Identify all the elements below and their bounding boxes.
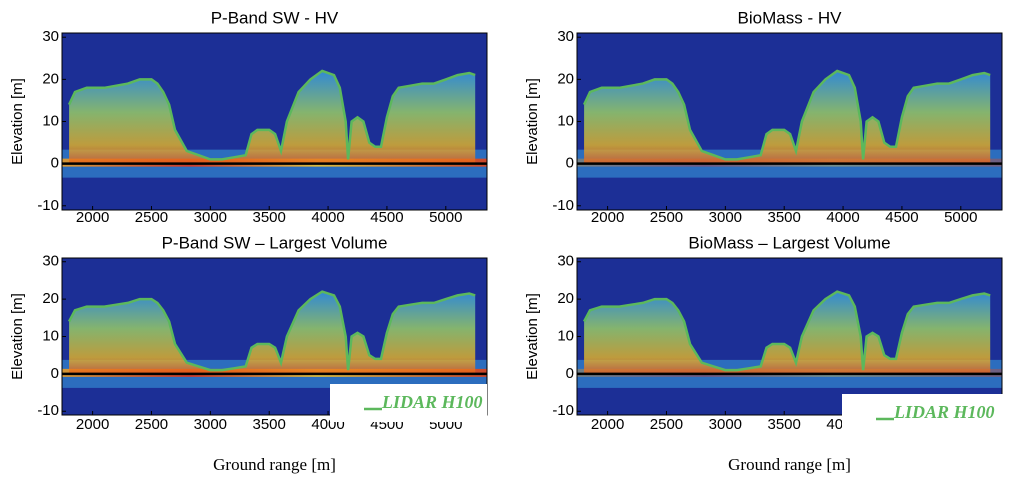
y-axis-label: Elevation [m] bbox=[524, 78, 541, 165]
x-tick-label: 4000 bbox=[311, 209, 344, 226]
y-tick-label: -10 bbox=[37, 197, 59, 214]
x-tick-label: 3000 bbox=[194, 416, 227, 433]
chart-title: P-Band SW - HV bbox=[211, 8, 339, 27]
lidar-line bbox=[67, 290, 476, 372]
y-tick-label: 20 bbox=[557, 70, 574, 87]
x-tick-label: 3000 bbox=[709, 416, 742, 433]
legend-box bbox=[330, 384, 487, 422]
canopy-heat bbox=[584, 291, 991, 374]
y-tick-label: 10 bbox=[42, 112, 59, 129]
lidar-line bbox=[67, 69, 476, 161]
x-tick-label: 2000 bbox=[76, 416, 109, 433]
legend-box bbox=[842, 394, 1018, 432]
x-axis-label: Ground range [m] bbox=[213, 455, 336, 474]
x-tick-label: 2500 bbox=[650, 416, 683, 433]
x-tick-label: 3500 bbox=[768, 209, 801, 226]
x-tick-label: 5000 bbox=[944, 209, 977, 226]
y-tick-label: 20 bbox=[42, 290, 59, 307]
x-tick-label: 5000 bbox=[429, 209, 462, 226]
x-tick-label: 4500 bbox=[370, 209, 403, 226]
plot-area bbox=[62, 290, 487, 388]
y-axis-label: Elevation [m] bbox=[9, 293, 26, 380]
chart-title: P-Band SW – Largest Volume bbox=[162, 233, 388, 252]
y-axis-label: Elevation [m] bbox=[524, 293, 541, 380]
x-tick-label: 2000 bbox=[76, 209, 109, 226]
y-tick-label: 30 bbox=[557, 253, 574, 270]
x-tick-label: 3000 bbox=[194, 209, 227, 226]
y-tick-label: 10 bbox=[557, 112, 574, 129]
canopy-heat bbox=[69, 70, 476, 164]
y-tick-label: -10 bbox=[552, 402, 574, 419]
x-tick-label: 2000 bbox=[591, 416, 624, 433]
y-tick-label: 30 bbox=[42, 253, 59, 270]
chart-title: BioMass – Largest Volume bbox=[688, 233, 890, 252]
x-tick-label: 3500 bbox=[768, 416, 801, 433]
y-tick-label: -10 bbox=[37, 402, 59, 419]
x-tick-label: 3500 bbox=[253, 416, 286, 433]
x-tick-label: 2500 bbox=[650, 209, 683, 226]
plot-area bbox=[577, 69, 1002, 178]
x-tick-label: 4500 bbox=[885, 209, 918, 226]
legend-label: LIDAR H100 bbox=[381, 392, 483, 412]
lidar-line bbox=[582, 69, 991, 161]
x-tick-label: 3500 bbox=[253, 209, 286, 226]
y-tick-label: -10 bbox=[552, 197, 574, 214]
canopy-heat bbox=[69, 291, 476, 374]
x-tick-label: 3000 bbox=[709, 209, 742, 226]
y-tick-label: 10 bbox=[557, 327, 574, 344]
plot-area bbox=[577, 290, 1002, 388]
y-tick-label: 30 bbox=[42, 28, 59, 45]
x-axis-label: Ground range [m] bbox=[728, 455, 851, 474]
legend-label: LIDAR H100 bbox=[893, 402, 995, 422]
x-tick-label: 4000 bbox=[826, 209, 859, 226]
chart-title: BioMass - HV bbox=[738, 8, 843, 27]
lidar-line bbox=[582, 290, 991, 372]
y-tick-label: 20 bbox=[557, 290, 574, 307]
y-tick-label: 0 bbox=[566, 155, 574, 172]
y-tick-label: 0 bbox=[51, 365, 59, 382]
y-tick-label: 20 bbox=[42, 70, 59, 87]
y-tick-label: 30 bbox=[557, 28, 574, 45]
plot-area bbox=[62, 69, 487, 178]
y-axis-label: Elevation [m] bbox=[9, 78, 26, 165]
x-tick-label: 2500 bbox=[135, 416, 168, 433]
y-tick-label: 0 bbox=[566, 365, 574, 382]
y-tick-label: 0 bbox=[51, 155, 59, 172]
x-tick-label: 2500 bbox=[135, 209, 168, 226]
canopy-heat bbox=[584, 70, 991, 164]
x-tick-label: 2000 bbox=[591, 209, 624, 226]
y-tick-label: 10 bbox=[42, 327, 59, 344]
